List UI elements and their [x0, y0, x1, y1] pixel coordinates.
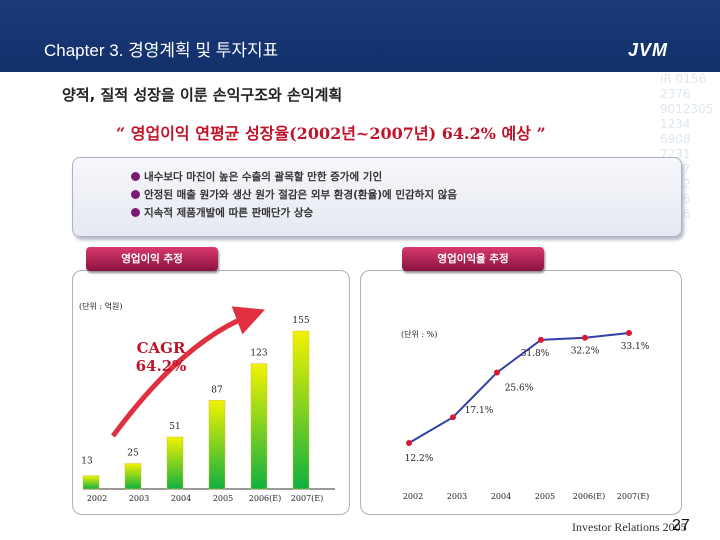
bullet-item: 내수보다 마진이 높은 수출의 괄목할 만한 증가에 기인	[131, 168, 457, 186]
line-category-label: 2005	[535, 492, 555, 501]
bar-category-label: 2006(E)	[249, 494, 281, 503]
line-value-label: 12.2%	[405, 454, 434, 464]
bar-category-label: 2003	[129, 494, 149, 503]
slide-subtitle: 양적, 질적 성장을 이룬 손익구조와 손익계획	[62, 86, 343, 104]
jvm-logo: JVM	[628, 40, 669, 60]
bullet-dot-icon	[131, 190, 140, 199]
bullet-item: 지속적 제품개발에 따른 판매단가 상승	[131, 204, 457, 222]
line-category-label: 2002	[403, 492, 423, 501]
line-value-label: 31.8%	[521, 349, 550, 359]
bar-category-label: 2004	[171, 494, 191, 503]
headline-statement: “ 영업이익 연평균 성장율(2002년~2007년) 64.2% 예상 ”	[116, 124, 546, 143]
cagr-value: 64.2%	[136, 357, 187, 375]
bar-category-label: 2007(E)	[291, 494, 323, 503]
margin-line	[408, 332, 630, 444]
bullet-list: 내수보다 마진이 높은 수출의 괄목할 만한 증가에 기인 안정된 매출 원가와…	[131, 168, 457, 222]
line-category-label: 2004	[491, 492, 511, 501]
cagr-label: CAGR	[137, 339, 186, 357]
line-chart-title: 영업이익율 추정	[402, 247, 544, 271]
bullet-dot-icon	[131, 172, 140, 181]
line-point	[582, 334, 588, 341]
bar-value-label: 51	[169, 422, 180, 432]
line-point	[450, 414, 456, 421]
line-chart-panel: (단위 : %) 12.2% 2002 17.1% 2003 25.6% 2004 31.8…	[360, 270, 682, 515]
bar-category-label: 2002	[87, 494, 107, 503]
line-category-label: 2003	[447, 492, 467, 501]
bar-2003	[124, 463, 142, 490]
line-series: 12.2% 2002 17.1% 2003 25.6% 2004 31.8% 2005 32.2…	[403, 330, 650, 501]
chapter-title: Chapter 3. 경영계획 및 투자지표	[44, 41, 279, 60]
page-number: 27	[672, 517, 690, 534]
bar-value-label: 87	[211, 385, 223, 395]
bar-2007(E)	[292, 330, 310, 490]
line-value-label: 33.1%	[621, 342, 650, 352]
bullet-dot-icon	[131, 208, 140, 217]
line-point	[494, 369, 500, 376]
bar-chart-panel: (단위 : 억원) CAGR 64.2% 13 2002 25 2003 51 2004 8…	[72, 270, 350, 515]
bar-2006(E)	[250, 363, 268, 490]
bar-series: 13 2002 25 2003 51 2004 87 2005 123 2006(E) 155 200…	[81, 316, 323, 503]
growth-arrow-icon	[110, 306, 266, 438]
bar-2002	[82, 475, 100, 490]
bar-unit-label: (단위 : 억원)	[79, 301, 122, 311]
bar-2005	[208, 400, 226, 490]
line-category-label: 2006(E)	[573, 492, 605, 501]
bar-category-label: 2005	[213, 494, 233, 503]
bullet-item: 안정된 매출 원가와 생산 원가 절감은 외부 환경(환율)에 민감하지 않음	[131, 186, 457, 204]
bar-value-label: 13	[81, 457, 93, 467]
bar-value-label: 123	[250, 349, 267, 359]
line-chart: (단위 : %) 12.2% 2002 17.1% 2003 25.6% 2004 31.8…	[401, 329, 650, 501]
line-unit-label: (단위 : %)	[401, 329, 437, 339]
footer-text: Investor Relations 2005	[572, 520, 687, 534]
line-value-label: 17.1%	[465, 406, 494, 416]
info-box: 내수보다 마진이 높은 수출의 괄목할 만한 증가에 기인 안정된 매출 원가와…	[72, 157, 682, 237]
line-point	[538, 336, 544, 343]
line-point	[626, 330, 632, 336]
line-value-label: 32.2%	[571, 347, 600, 357]
header-bar: Chapter 3. 경영계획 및 투자지표 JVM	[0, 0, 720, 72]
line-category-label: 2007(E)	[617, 492, 649, 501]
bar-chart-title: 영업이익 추정	[86, 247, 218, 271]
bar-2004	[166, 436, 184, 490]
line-value-label: 25.6%	[505, 383, 534, 393]
bar-value-label: 155	[292, 316, 309, 326]
line-point	[406, 440, 412, 446]
bar-chart: (단위 : 억원) CAGR 64.2% 13 2002 25 2003 51 2004 8…	[79, 301, 335, 503]
bar-value-label: 25	[127, 449, 139, 459]
